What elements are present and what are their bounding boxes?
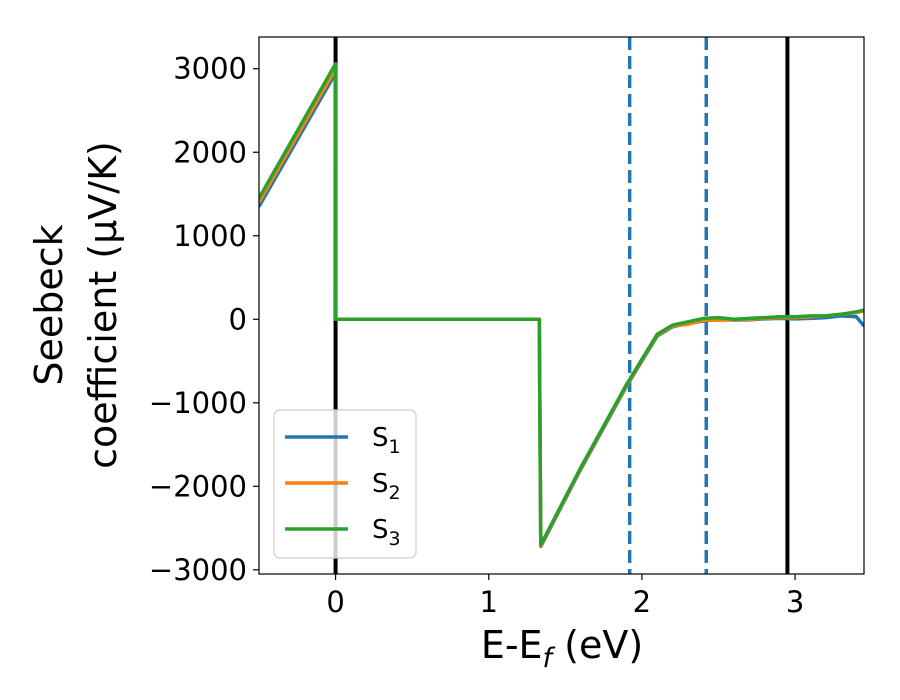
y-axis-label-line1: Seebeck: [27, 224, 71, 385]
y-tick-label: −3000: [149, 553, 247, 587]
y-axis-label-line2: coefficient (μV/K): [81, 141, 125, 469]
legend-label-subscript: 2: [389, 482, 401, 504]
legend-label-subscript: 1: [389, 436, 401, 458]
x-axis-ticks: 0 1 2 3: [326, 574, 804, 619]
y-tick-label: 0: [229, 302, 247, 336]
plot-frame: [258, 36, 865, 575]
legend-label-s1: S1: [372, 423, 401, 458]
y-tick-label: −2000: [149, 469, 247, 503]
series-line-s3: [259, 61, 864, 547]
y-axis-ticks: 3000 2000 1000 0 −1000 −2000 −3000: [149, 52, 259, 587]
y-tick-label: 2000: [173, 135, 247, 169]
x-tick-label: 3: [786, 585, 804, 619]
y-axis-label-group: Seebeck coefficient (μV/K): [27, 141, 125, 469]
x-tick-label: 2: [633, 585, 651, 619]
x-tick-label: 0: [326, 585, 344, 619]
x-axis-label-units: (eV): [552, 623, 643, 667]
y-tick-label: −1000: [149, 386, 247, 420]
y-tick-label: 3000: [173, 52, 247, 86]
y-tick-label: 1000: [173, 219, 247, 253]
legend-label-subscript: 3: [389, 528, 401, 550]
x-axis-label: E-Ef (eV): [481, 623, 643, 674]
x-tick-label: 1: [480, 585, 498, 619]
series-lines: [259, 61, 864, 549]
